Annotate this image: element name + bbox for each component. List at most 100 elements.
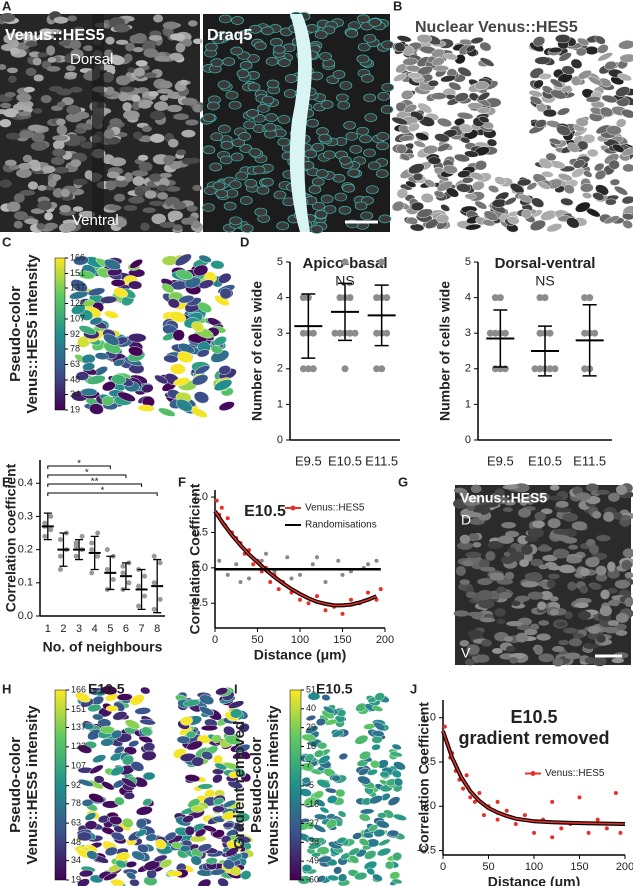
cell (547, 518, 561, 529)
data-point (331, 329, 339, 337)
cell (483, 210, 499, 221)
cell (94, 352, 109, 360)
nucleus-outline (314, 209, 328, 219)
cell (622, 219, 633, 229)
x-tick-label: 100 (525, 861, 543, 873)
cell (535, 119, 547, 128)
cell (424, 179, 436, 188)
cell (169, 33, 186, 41)
cell (118, 92, 129, 102)
cell (213, 797, 224, 806)
cell (477, 91, 491, 101)
cell (305, 725, 319, 734)
cell (607, 561, 616, 572)
nucleus-outline (367, 161, 381, 171)
nucleus-outline (347, 168, 361, 178)
nucleus-outline (318, 133, 332, 143)
cell (396, 143, 407, 155)
nucleus-outline (220, 31, 234, 41)
cell (621, 109, 633, 119)
cell (154, 374, 168, 385)
nucleus-outline (256, 185, 270, 195)
cell (577, 610, 591, 620)
nucleus-outline (308, 185, 322, 194)
scatter-point (289, 576, 294, 581)
cell (148, 173, 163, 182)
cell (594, 35, 606, 45)
x-tick-label: 7 (139, 623, 145, 635)
y-tick-label: 0.0 (193, 562, 208, 574)
cell (64, 71, 78, 77)
nucleus-outline (376, 132, 390, 141)
colorbar-label: Venus::HES5 intensity (24, 705, 41, 865)
cell (558, 52, 572, 62)
cell (348, 855, 360, 864)
cell (179, 79, 189, 86)
cell (394, 42, 406, 53)
y-tick-label: 3 (465, 327, 471, 339)
cell (527, 528, 545, 538)
cell (453, 153, 470, 163)
cell (494, 608, 506, 617)
significance-bracket (47, 465, 111, 469)
cell (566, 217, 580, 229)
nucleus-outline (277, 115, 291, 124)
nucleus-outline (228, 100, 242, 110)
colorbar-tick-label: 92 (71, 780, 81, 790)
panel-letter: E (2, 474, 11, 489)
error-bar (90, 535, 99, 571)
cell (211, 734, 222, 744)
significance-label: * (77, 459, 81, 470)
panel-letter: C (2, 234, 12, 249)
scatter-point (217, 558, 222, 563)
cell (88, 793, 105, 804)
cell (379, 771, 390, 778)
cell (150, 133, 165, 143)
cell (575, 117, 589, 127)
x-tick-label: 100 (291, 634, 309, 646)
nucleus-outline (311, 142, 325, 152)
cell (306, 836, 317, 843)
nucleus-outline (304, 149, 318, 159)
cell (107, 204, 122, 211)
cell (614, 185, 629, 196)
cell (125, 42, 135, 52)
data-point (89, 570, 95, 576)
nucleus-outline (332, 70, 346, 79)
cell (606, 587, 618, 594)
cell (467, 512, 482, 518)
colorbar-tick-label: 122 (71, 741, 86, 751)
data-point (378, 365, 386, 373)
image-label: Draq5 (207, 27, 252, 44)
nucleus-outline (354, 201, 368, 211)
x-axis-label: No. of neighbours (43, 639, 163, 655)
cell (73, 111, 90, 120)
image-label: V (461, 645, 471, 661)
cell (467, 102, 483, 110)
significance-label: * (85, 468, 89, 479)
cell (108, 815, 123, 825)
cell (111, 374, 127, 385)
cell (123, 53, 133, 63)
nucleus-outline (337, 100, 351, 110)
cell (227, 780, 243, 790)
cell (440, 204, 450, 212)
nucleus-outline (239, 196, 253, 205)
nucleus-outline (357, 14, 370, 24)
image-label: D (461, 512, 471, 528)
cell (23, 86, 35, 93)
cell (464, 150, 479, 158)
cell (513, 483, 530, 493)
image-label: Dorsal (70, 51, 113, 68)
cell (119, 86, 135, 93)
cell (18, 162, 32, 170)
cell (538, 73, 552, 80)
cell (193, 38, 203, 45)
data-point (142, 593, 148, 599)
cell (372, 873, 383, 882)
cell (197, 843, 212, 852)
cell (0, 102, 12, 109)
data-point (142, 573, 148, 579)
cell (399, 153, 411, 161)
nucleus-outline (240, 224, 254, 233)
